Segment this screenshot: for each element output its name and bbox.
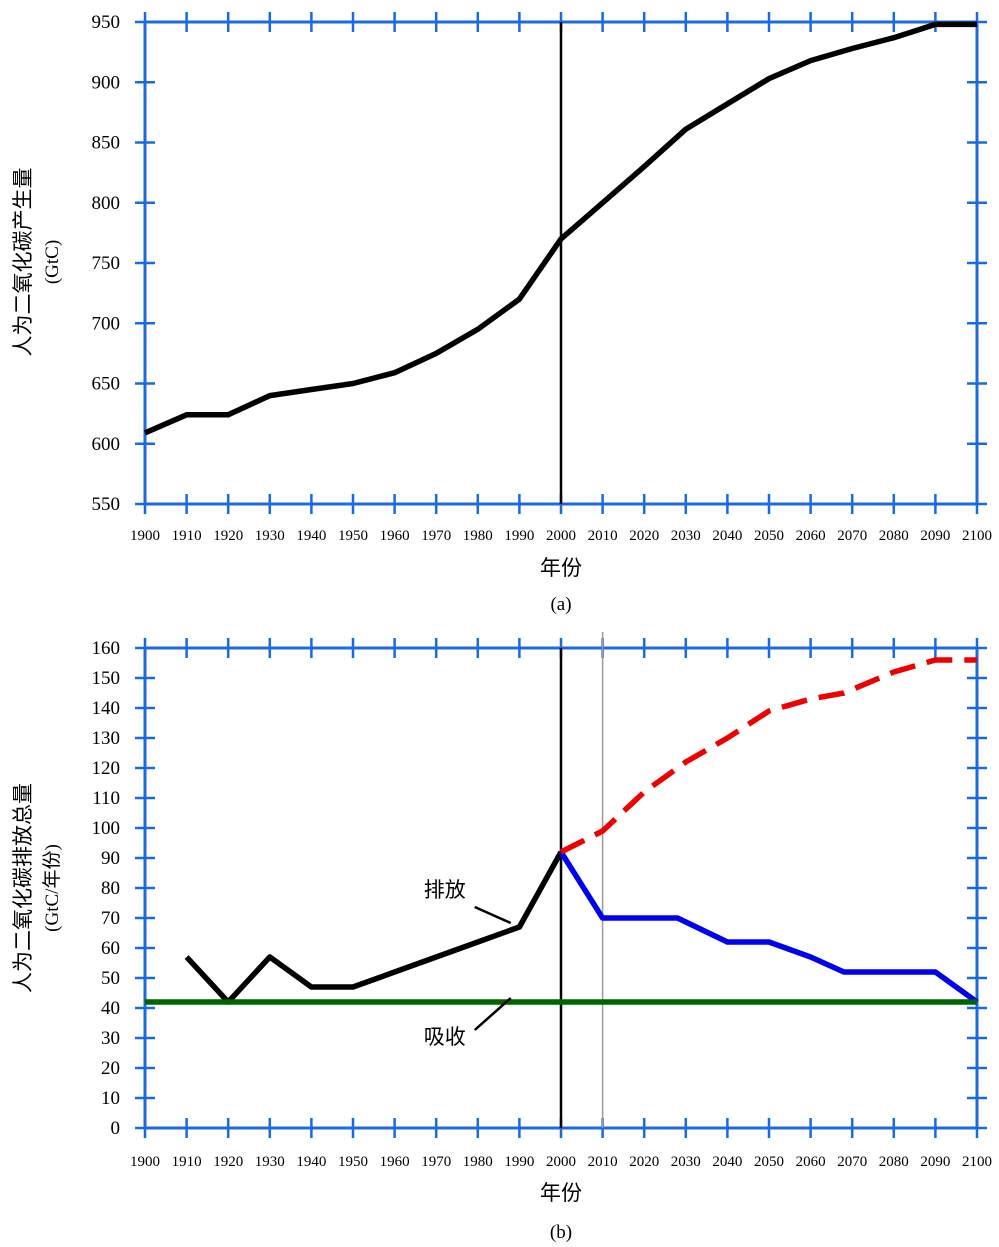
x-tick-label: 2070 <box>837 1154 867 1170</box>
x-tick-label: 1980 <box>463 528 493 544</box>
y-tick-label: 0 <box>111 1118 121 1139</box>
x-tick-label: 2090 <box>920 528 950 544</box>
x-tick-label: 2100 <box>962 528 992 544</box>
y-axis-label: 人为二氧化碳排放总量 <box>11 783 35 993</box>
series-line-0 <box>184 850 564 1005</box>
y-tick-label: 20 <box>101 1058 120 1079</box>
y-tick-label: 750 <box>92 253 121 274</box>
y-tick-label: 850 <box>92 133 121 154</box>
x-tick-label: 2030 <box>671 1154 701 1170</box>
y-tick-label: 70 <box>101 908 120 929</box>
y-tick-label: 80 <box>101 878 120 899</box>
y-tick-label: 120 <box>92 758 121 779</box>
y-tick-label: 160 <box>92 638 121 659</box>
x-tick-label: 2080 <box>879 1154 909 1170</box>
x-tick-label: 2010 <box>588 1154 618 1170</box>
y-tick-label: 10 <box>101 1088 120 1109</box>
chart-b: 0102030405060708090100110120130140150160… <box>11 632 992 1243</box>
y-tick-label: 60 <box>101 938 120 959</box>
x-tick-label: 1920 <box>213 528 243 544</box>
x-tick-label: 2000 <box>546 1154 576 1170</box>
x-tick-label: 2080 <box>879 528 909 544</box>
chart-caption: (b) <box>550 1222 572 1243</box>
x-tick-label: 1940 <box>296 528 326 544</box>
y-tick-label: 550 <box>92 494 121 515</box>
series-line-2 <box>559 657 977 855</box>
x-tick-label: 1920 <box>213 1154 243 1170</box>
x-tick-label: 2070 <box>837 528 867 544</box>
y-tick-label: 700 <box>92 313 121 334</box>
x-tick-label: 2040 <box>712 1154 742 1170</box>
x-tick-label: 1970 <box>421 528 451 544</box>
y-tick-label: 40 <box>101 998 120 1019</box>
annotation-leader <box>474 905 512 925</box>
chart-caption: (a) <box>550 594 571 615</box>
x-tick-label: 1940 <box>296 1154 326 1170</box>
y-tick-label: 600 <box>92 434 121 455</box>
x-tick-label: 1910 <box>172 528 202 544</box>
x-tick-label: 2040 <box>712 528 742 544</box>
x-tick-label: 1960 <box>380 528 410 544</box>
y-tick-label: 650 <box>92 374 121 395</box>
x-tick-label: 2060 <box>796 1154 826 1170</box>
x-tick-label: 2050 <box>754 528 784 544</box>
y-tick-label: 130 <box>92 728 121 749</box>
x-tick-label: 2020 <box>629 1154 659 1170</box>
annotation-leader <box>473 997 512 1031</box>
x-tick-label: 1980 <box>463 1154 493 1170</box>
annotation-label: 排放 <box>424 878 466 902</box>
annotation-label: 吸收 <box>424 1025 466 1049</box>
series-line-1 <box>558 850 979 1005</box>
y-axis-label: 人为二氧化碳产生量 <box>11 168 35 357</box>
x-tick-label: 1930 <box>255 1154 285 1170</box>
x-tick-label: 2050 <box>754 1154 784 1170</box>
x-tick-label: 2010 <box>588 528 618 544</box>
y-tick-label: 140 <box>92 698 121 719</box>
y-tick-label: 110 <box>92 788 120 809</box>
y-tick-label: 900 <box>92 72 121 93</box>
x-tick-label: 2100 <box>962 1154 992 1170</box>
x-tick-label: 1970 <box>421 1154 451 1170</box>
y-tick-label: 800 <box>92 193 121 214</box>
y-axis-unit: (GtC) <box>42 240 63 284</box>
y-tick-label: 150 <box>92 668 121 689</box>
x-axis-label: 年份 <box>540 1181 582 1205</box>
x-tick-label: 1990 <box>504 528 534 544</box>
y-tick-label: 100 <box>92 818 121 839</box>
x-tick-label: 2030 <box>671 528 701 544</box>
x-tick-label: 1900 <box>130 1154 160 1170</box>
y-axis-unit: (GtC/年份) <box>41 844 63 932</box>
x-tick-label: 2090 <box>920 1154 950 1170</box>
y-tick-label: 50 <box>101 968 120 989</box>
y-tick-label: 90 <box>101 848 120 869</box>
x-tick-label: 2020 <box>629 528 659 544</box>
x-tick-label: 1910 <box>172 1154 202 1170</box>
x-tick-label: 2060 <box>796 528 826 544</box>
x-tick-label: 1930 <box>255 528 285 544</box>
x-tick-label: 1990 <box>504 1154 534 1170</box>
x-tick-label: 1950 <box>338 1154 368 1170</box>
x-axis-label: 年份 <box>540 556 582 580</box>
x-tick-label: 1950 <box>338 528 368 544</box>
x-tick-label: 2000 <box>546 528 576 544</box>
y-tick-label: 30 <box>101 1028 120 1049</box>
x-tick-label: 1900 <box>130 528 160 544</box>
chart-a: 550 600 650 700 750 800 850 900 950 1900 1910 1920 1… <box>11 12 992 615</box>
y-tick-label: 950 <box>92 12 121 33</box>
x-tick-label: 1960 <box>380 1154 410 1170</box>
